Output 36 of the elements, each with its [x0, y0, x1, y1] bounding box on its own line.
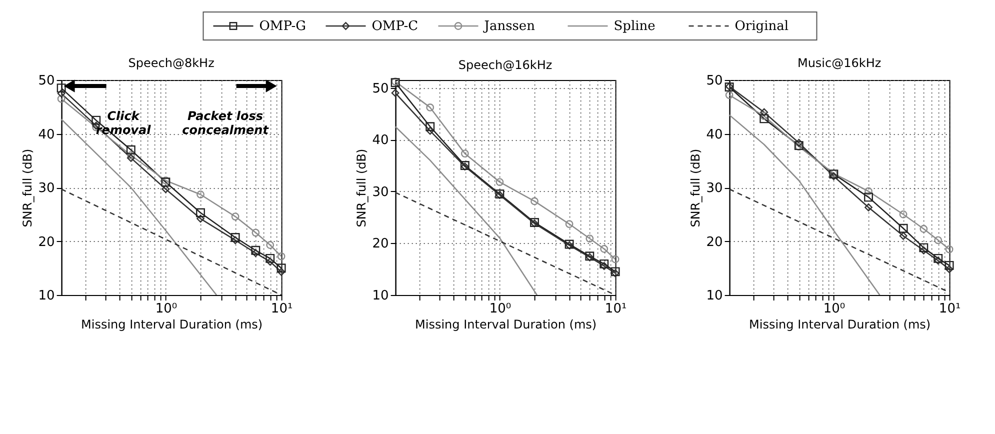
- y-tick-label: 40: [38, 127, 55, 142]
- x-tick-label: 10¹: [604, 302, 627, 316]
- y-tick-label: 40: [372, 133, 389, 148]
- x-tick-label: 10⁰: [155, 302, 178, 316]
- x-axis-title: Missing Interval Duration (ms): [81, 318, 263, 332]
- y-tick-label: 10: [706, 288, 723, 304]
- y-axis-title: SNR_full (dB): [688, 148, 702, 228]
- y-tick-label: 20: [372, 236, 389, 252]
- annotation: Packet loss concealment: [182, 109, 270, 137]
- y-tick-label: 10: [372, 288, 389, 304]
- chart-title: Music@16kHz: [797, 56, 882, 70]
- x-axis-title: Missing Interval Duration (ms): [749, 318, 931, 332]
- y-tick-label: 30: [706, 181, 723, 196]
- y-axis-title: SNR_full (dB): [354, 148, 368, 228]
- y-tick-label: 20: [38, 234, 55, 250]
- legend-label: OMP-G: [259, 19, 306, 34]
- y-tick-label: 40: [706, 127, 723, 142]
- legend-label: Original: [734, 19, 789, 34]
- y-tick-label: 30: [372, 184, 389, 200]
- y-tick-label: 30: [38, 181, 55, 196]
- y-tick-label: 50: [38, 74, 55, 88]
- chart-title: Speech@8kHz: [128, 56, 214, 70]
- x-tick-label: 10⁰: [823, 302, 846, 316]
- legend-label: Spline: [614, 19, 656, 34]
- y-axis-title: SNR_full (dB): [20, 148, 34, 228]
- legend-label: Janssen: [482, 19, 536, 34]
- x-axis-title: Missing Interval Duration (ms): [415, 318, 597, 332]
- x-tick-label: 10⁰: [489, 302, 512, 316]
- y-tick-label: 50: [372, 81, 389, 96]
- y-tick-label: 20: [706, 234, 723, 250]
- y-tick-label: 10: [38, 288, 55, 304]
- chart-title: Speech@16kHz: [458, 58, 552, 72]
- legend-label: OMP-C: [372, 19, 418, 34]
- x-tick-label: 10¹: [270, 302, 293, 316]
- y-tick-label: 50: [706, 74, 723, 88]
- x-tick-label: 10¹: [938, 302, 961, 316]
